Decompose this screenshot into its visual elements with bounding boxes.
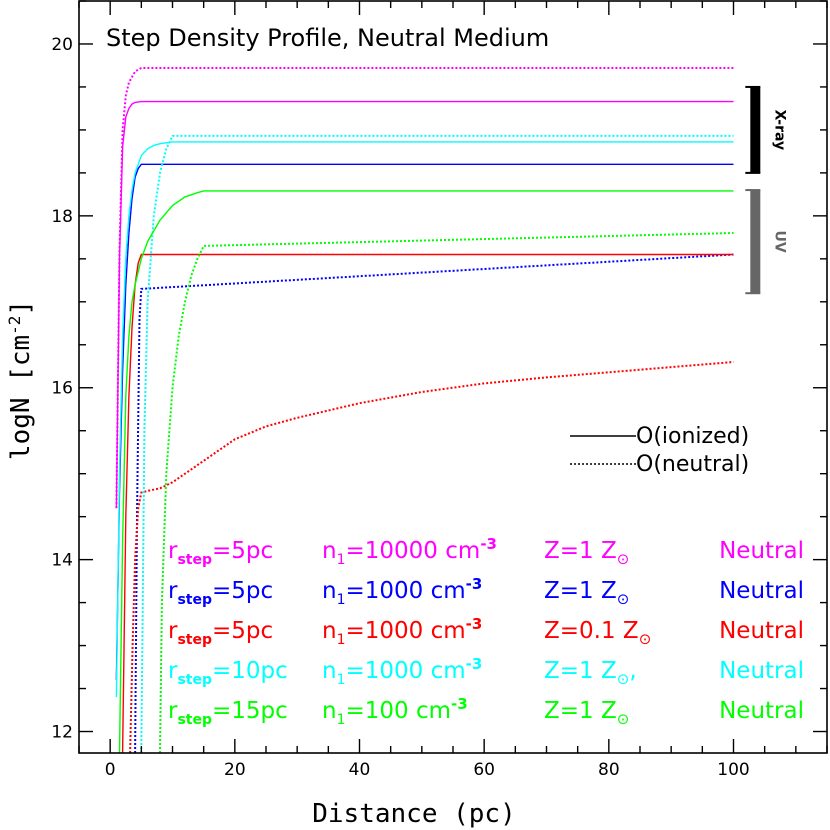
annotation-medium: Neutral <box>719 618 804 644</box>
y-axis-title: logN [cm-2] <box>5 300 36 460</box>
annotation-density: n1=1000 cm-3 <box>322 615 482 648</box>
key-label: O(neutral) <box>636 452 749 477</box>
line-style-key: O(ionized) O(neutral) <box>570 424 749 477</box>
series-line <box>115 67 734 509</box>
x-tick-label: 80 <box>598 760 620 780</box>
series-line <box>134 253 734 754</box>
annotation-medium: Neutral <box>719 538 804 564</box>
y-axis-title-end: ] <box>6 300 36 316</box>
annotation-rstep: rstep=5pc <box>168 538 273 568</box>
annotation-rstep: rstep=5pc <box>168 618 273 648</box>
series-line <box>121 253 734 754</box>
series-line <box>140 134 734 754</box>
annotation-rstep: rstep=15pc <box>168 698 288 728</box>
band-bar <box>750 190 761 294</box>
y-tick-label: 20 <box>51 35 73 55</box>
y-tick-label: 14 <box>51 551 73 571</box>
annotation-metallicity: Z=1 Z⊙ <box>544 578 629 608</box>
annotation-medium: Neutral <box>719 658 804 684</box>
x-tick-label: 100 <box>717 760 749 780</box>
annotation-medium: Neutral <box>719 578 804 604</box>
annotation-metallicity: Z=1 Z⊙, <box>544 658 637 688</box>
energy-bands: X-ray UV <box>745 85 787 295</box>
x-tick-label: 40 <box>349 760 371 780</box>
x-tick-label: 0 <box>105 760 116 780</box>
chart-title: Step Density Profile, Neutral Medium <box>106 24 549 52</box>
series-line <box>159 232 734 754</box>
x-axis-title: Distance (pc) <box>312 799 516 829</box>
series-layer <box>115 67 734 754</box>
plot-frame <box>78 0 828 754</box>
y-axis-title-exp: -2 <box>5 316 24 335</box>
series-line <box>115 100 734 509</box>
annotation-rstep: rstep=10pc <box>168 658 288 688</box>
annotation-density: n1=100 cm-3 <box>322 695 468 728</box>
series-line <box>129 361 734 754</box>
key-label: O(ionized) <box>636 424 749 449</box>
annotation-metallicity: Z=1 Z⊙ <box>544 698 629 728</box>
y-axis-title-main: logN [cm <box>6 335 36 460</box>
annotation-rstep: rstep=5pc <box>168 578 273 608</box>
band-label: UV <box>771 231 787 253</box>
x-tick-label: 60 <box>473 760 495 780</box>
x-tick-label: 20 <box>224 760 246 780</box>
series-line <box>118 190 734 754</box>
series-line <box>115 141 734 698</box>
band-label: X-ray <box>771 110 787 151</box>
y-tick-label: 18 <box>51 207 73 227</box>
annotation-density: n1=1000 cm-3 <box>322 655 482 688</box>
annotation-medium: Neutral <box>719 698 804 724</box>
annotation-metallicity: Z=1 Z⊙ <box>544 538 629 568</box>
y-tick-label: 12 <box>51 723 73 743</box>
annotation-density: n1=1000 cm-3 <box>322 575 482 608</box>
y-tick-label: 16 <box>51 379 73 399</box>
parameter-annotations: rstep=5pc n1=10000 cm-3 Z=1 Z⊙ Neutral rstep… <box>168 535 804 728</box>
annotation-metallicity: Z=0.1 Z⊙ <box>544 618 651 648</box>
band-bar <box>750 86 761 173</box>
axis-ticks: 0 20 40 60 80 100 12 14 16 18 20 <box>51 0 828 780</box>
annotation-density: n1=10000 cm-3 <box>322 535 497 568</box>
